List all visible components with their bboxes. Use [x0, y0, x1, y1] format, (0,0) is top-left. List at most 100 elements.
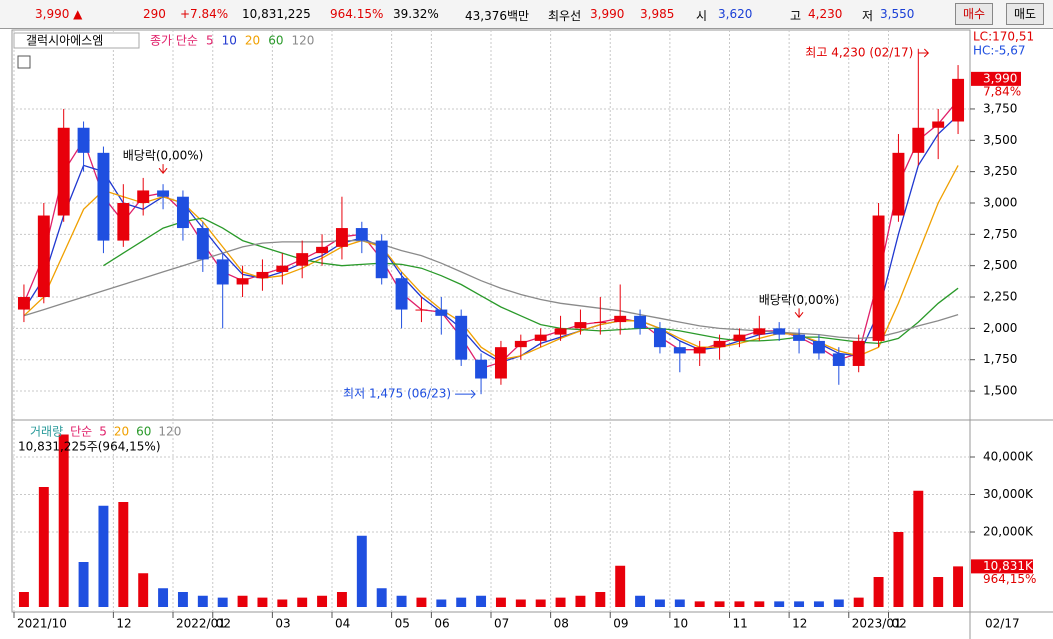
dividend-note: 배당락(0,00%) — [123, 149, 204, 163]
y-tick-label: 20,000K — [983, 525, 1034, 539]
candle-body — [176, 196, 189, 229]
candle-body — [77, 127, 90, 153]
y-tick-label: 2,500 — [983, 258, 1017, 272]
legend-item: 120 — [291, 34, 314, 48]
high-note: 최고 4,230 (02/17) — [805, 46, 913, 60]
candle-body — [912, 127, 925, 153]
volume-bar — [396, 595, 407, 607]
candle-body — [892, 152, 905, 216]
candle-body — [634, 315, 647, 329]
candle-body — [157, 190, 170, 197]
candle-body — [574, 322, 587, 329]
x-tick-label: 03 — [275, 617, 290, 631]
volume-bar — [476, 595, 487, 607]
candle-body — [594, 322, 607, 324]
volume-tag — [971, 559, 1033, 574]
y-tick-label: 1,750 — [983, 352, 1017, 366]
volume-bar — [813, 601, 824, 607]
candle-body — [375, 240, 388, 279]
volume-bar — [774, 601, 785, 607]
candle-body — [852, 340, 865, 366]
x-tick-label: 05 — [395, 617, 410, 631]
candle-body — [713, 340, 726, 348]
candle-body — [435, 309, 448, 316]
volume-bar — [98, 505, 109, 607]
y-tick-label: 2,000 — [983, 321, 1017, 335]
candle-body — [673, 347, 686, 354]
x-tick-label: 2021/10 — [17, 617, 67, 631]
candle-body — [415, 309, 428, 311]
x-tick-label: 02 — [892, 617, 907, 631]
legend-item: 거래량 — [30, 425, 63, 439]
volume-bar — [277, 599, 288, 607]
volume-bar — [456, 597, 467, 607]
quote-bar: 매수 매도 3,990 ▲ 290 +7.84% 10,831,225 964.15% 3… — [0, 0, 1053, 29]
candle-body — [97, 152, 110, 241]
change-label: 7,84% — [983, 84, 1021, 98]
candle-body — [216, 259, 229, 285]
quote-item: 최우선 — [548, 9, 582, 23]
volume-bar — [18, 592, 29, 607]
candle-body — [117, 202, 130, 241]
y-tick-label: 3,000 — [983, 195, 1017, 209]
volume-note: 10,831,225주(964,15%) — [18, 440, 161, 454]
volume-bar — [336, 592, 347, 607]
candle-body — [196, 228, 209, 260]
candle-body — [276, 265, 289, 272]
candle-body — [395, 278, 408, 310]
candle-body — [355, 228, 368, 241]
candle-body — [137, 190, 150, 203]
y-tick-label: 40,000K — [983, 450, 1034, 464]
volume-bar — [853, 597, 864, 607]
x-tick-label: 02 — [216, 617, 231, 631]
price-tag — [971, 71, 1021, 86]
low-note: 최저 1,475 (06/23) — [343, 387, 451, 401]
volume-bar — [734, 601, 745, 607]
sell-button[interactable]: 매도 — [1006, 3, 1045, 25]
quote-item: 3,550 — [880, 7, 915, 21]
quote-item: 290 — [143, 7, 166, 21]
legend-item: 20 — [114, 425, 129, 439]
volume-bar — [297, 597, 308, 607]
legend-item: 10 — [222, 34, 237, 48]
x-tick-label: 08 — [554, 617, 569, 631]
volume-bar — [356, 535, 367, 607]
candle-body — [17, 297, 30, 310]
y-tick-label: 1,500 — [983, 384, 1017, 398]
legend-item: 5 — [206, 34, 214, 48]
candle-body — [335, 228, 348, 247]
candle-body — [832, 353, 845, 366]
volume-bar — [257, 597, 268, 607]
volume-bar — [953, 566, 964, 607]
y-tick-label: 3,500 — [983, 133, 1017, 147]
candle-body — [455, 315, 468, 360]
volume-bar — [495, 597, 506, 607]
price-tag-label: 3,990 — [983, 71, 1017, 85]
candle-body — [653, 328, 666, 348]
candle-body — [554, 328, 567, 335]
candle-body — [316, 246, 329, 254]
x-tick-label: 07 — [494, 617, 509, 631]
x-tick-label: 09 — [613, 617, 628, 631]
volume-bar — [933, 577, 944, 607]
volume-bar — [893, 532, 904, 607]
quote-item: 39.32% — [393, 7, 439, 21]
dividend-arrow — [794, 308, 804, 319]
volume-bar — [714, 601, 725, 607]
volume-bar — [555, 597, 566, 607]
y-tick-label: 2,250 — [983, 290, 1017, 304]
x-tick-label: 12 — [116, 617, 131, 631]
x-tick-label: 11 — [733, 617, 748, 631]
buy-button[interactable]: 매수 — [955, 3, 994, 25]
volume-bar — [535, 599, 546, 607]
dividend-arrow — [158, 164, 168, 174]
quote-item: 3,990 ▲ — [35, 7, 83, 21]
candle-body — [812, 340, 825, 354]
x-tick-label: 06 — [434, 617, 449, 631]
candle-body — [793, 334, 806, 341]
volume-bar — [376, 588, 387, 607]
candle-body — [494, 347, 507, 379]
ma-line — [103, 217, 959, 345]
y-tick-label: 3,750 — [983, 101, 1017, 115]
